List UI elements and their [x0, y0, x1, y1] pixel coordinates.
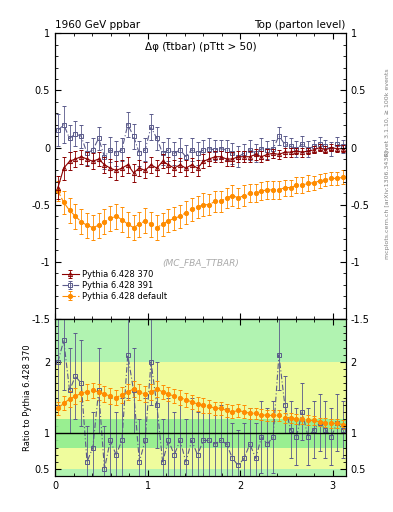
Text: Δφ (t̅tbar) (pTtt > 50): Δφ (t̅tbar) (pTtt > 50) [145, 42, 256, 52]
Text: (MC_FBA_TTBAR): (MC_FBA_TTBAR) [162, 259, 239, 268]
Text: mcplots.cern.ch [arXiv:1306.3436]: mcplots.cern.ch [arXiv:1306.3436] [385, 151, 390, 259]
Text: 1960 GeV ppbar: 1960 GeV ppbar [55, 19, 140, 30]
Legend: Pythia 6.428 370, Pythia 6.428 391, Pythia 6.428 default: Pythia 6.428 370, Pythia 6.428 391, Pyth… [62, 270, 167, 301]
Bar [55, 319, 346, 476]
Bar [55, 362, 346, 469]
Bar [55, 419, 346, 447]
Text: Top (parton level): Top (parton level) [254, 19, 346, 30]
Y-axis label: Ratio to Pythia 6.428 370: Ratio to Pythia 6.428 370 [23, 344, 32, 451]
Text: Rivet 3.1.10, ≥ 100k events: Rivet 3.1.10, ≥ 100k events [385, 69, 390, 157]
